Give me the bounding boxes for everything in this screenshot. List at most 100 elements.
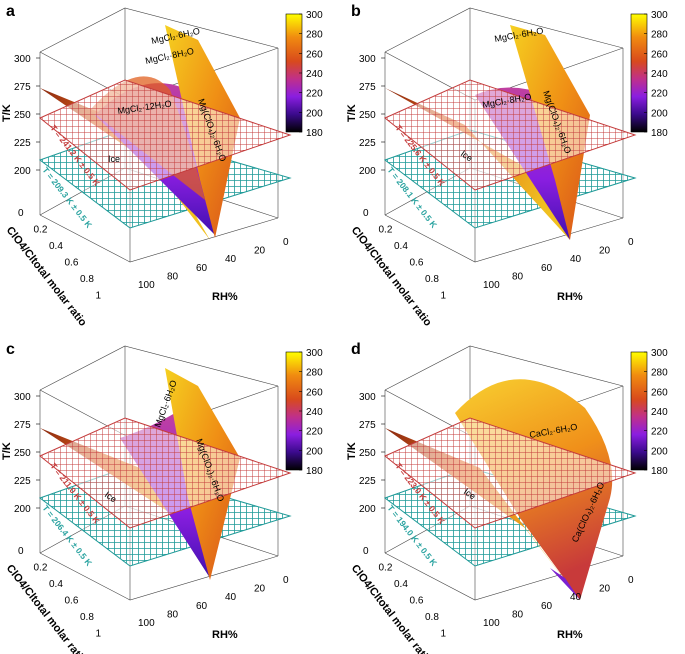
y-tick-label: 0.4 [49,241,63,252]
y-tick-label: 0.4 [49,579,63,590]
x-tick-label: 80 [512,609,524,620]
z-tick-label: 250 [14,448,31,459]
z-axis-title: T/K [1,104,13,122]
y-tick-label: 0.4 [394,241,408,252]
box-edge [39,214,279,263]
upper-temperature-plane [39,417,292,529]
colorbar-tick-label: 240 [651,69,668,80]
z-tick-label: 300 [14,54,31,65]
x-tick-label: 80 [167,609,179,620]
panel-c: cT = 211.0 K ± 0.5 KT = 206.4 K ± 0.5 KI… [1,341,323,654]
x-tick-label: 0 [628,237,634,248]
colorbar-tick-label: 220 [306,89,323,100]
colorbar-tick-label: 180 [306,466,323,477]
x-tick-label: 100 [483,618,500,629]
colorbar-tick-label: 280 [651,368,668,379]
y-tick-label: 0.6 [65,258,79,269]
panel-letter: a [6,3,15,20]
x-tick-label: 0 [283,237,289,248]
z-tick-label: 275 [359,420,376,431]
y-tick-label: 0.2 [34,225,48,236]
y-axis-title: ClO4/Cltotal molar ratio [4,224,89,328]
colorbar-tick-label: 220 [651,427,668,438]
box-edge [384,214,624,263]
colorbar-tick-label: 240 [306,407,323,418]
y-tick-label: 1 [96,629,102,640]
colorbar-tick-label: 200 [306,446,323,457]
y-tick-label: 0.8 [425,612,439,623]
colorbar-tick-label: 240 [651,407,668,418]
surface-label: Ice [108,154,120,164]
z-tick-label: 250 [14,110,31,121]
panel-b: bT = 225.6 K ± 0.5 KT = 208.1 K ± 0.5 KI… [346,3,668,329]
z-tick-label: 300 [359,54,376,65]
x-tick-label: 100 [138,618,155,629]
x-tick-label: 20 [599,584,611,595]
z-tick-label: 225 [359,138,376,149]
y-axis-title: ClO4/Cltotal molar ratio [4,562,89,654]
z-tick-label: 250 [359,110,376,121]
x-tick-label: 100 [483,280,500,291]
x-axis-title: RH% [212,291,238,303]
x-tick-label: 40 [570,592,582,603]
x-tick-label: 40 [225,254,237,265]
y-tick-label: 0.2 [379,225,393,236]
colorbar-tick-label: 200 [651,108,668,119]
x-tick-label: 20 [254,246,266,257]
y-tick-label: 0.6 [410,596,424,607]
z-axis-title: T/K [346,104,358,122]
z-tick-label: 275 [14,82,31,93]
colorbar-tick-label: 300 [651,348,668,359]
panels-layer: aT = 241.2 K ± 0.5 KT = 209.3 K ± 0.5 KI… [1,3,668,654]
minimum-surface [550,568,580,600]
box-edge [39,7,279,53]
colorbar-tick-label: 260 [306,387,323,398]
x-tick-label: 100 [138,280,155,291]
colorbar-tick-label: 180 [651,128,668,139]
z-tick-label: 275 [359,82,376,93]
z-tick-label: 200 [14,166,31,177]
y-tick-label: 0.2 [34,563,48,574]
x-tick-label: 60 [541,263,553,274]
panel-d: dT = 223.0 K ± 0.5 KT = 194.0 K ± 0.5 KI… [346,341,668,654]
upper-temperature-plane [384,417,637,529]
y-tick-label: 1 [96,291,102,302]
panel-letter: c [6,341,15,358]
y-tick-label: 0.2 [379,563,393,574]
upper-temperature-plane [384,79,637,191]
z-axis-title: T/K [346,442,358,460]
x-tick-label: 80 [512,271,524,282]
z-tick-label: 275 [14,420,31,431]
z-tick-label: 225 [359,476,376,487]
x-tick-label: 60 [541,601,553,612]
x-tick-label: 40 [570,254,582,265]
colorbar-tick-label: 260 [651,49,668,60]
x-tick-label: 0 [628,575,634,586]
box-edge [39,345,279,391]
y-tick-label: 0 [363,546,369,557]
y-tick-label: 0.8 [80,612,94,623]
x-axis-title: RH% [212,629,238,641]
colorbar-tick-label: 180 [651,466,668,477]
colorbar-tick-label: 300 [651,10,668,21]
z-tick-label: 200 [14,504,31,515]
colorbar-tick-label: 220 [651,89,668,100]
upper-temperature-plane [39,79,292,191]
z-axis-title: T/K [1,442,13,460]
y-tick-label: 1 [441,291,447,302]
colorbar-tick-label: 200 [306,108,323,119]
z-tick-label: 225 [14,476,31,487]
z-tick-label: 300 [14,392,31,403]
z-tick-label: 200 [359,166,376,177]
colorbar-tick-label: 300 [306,10,323,21]
colorbar-tick-label: 280 [306,368,323,379]
x-axis-title: RH% [557,629,583,641]
x-tick-label: 40 [225,592,237,603]
x-tick-label: 0 [283,575,289,586]
panel-letter: b [351,3,361,20]
x-tick-label: 20 [599,246,611,257]
colorbar-tick-label: 260 [306,49,323,60]
colorbar-tick-label: 240 [306,69,323,80]
y-tick-label: 0 [18,546,24,557]
